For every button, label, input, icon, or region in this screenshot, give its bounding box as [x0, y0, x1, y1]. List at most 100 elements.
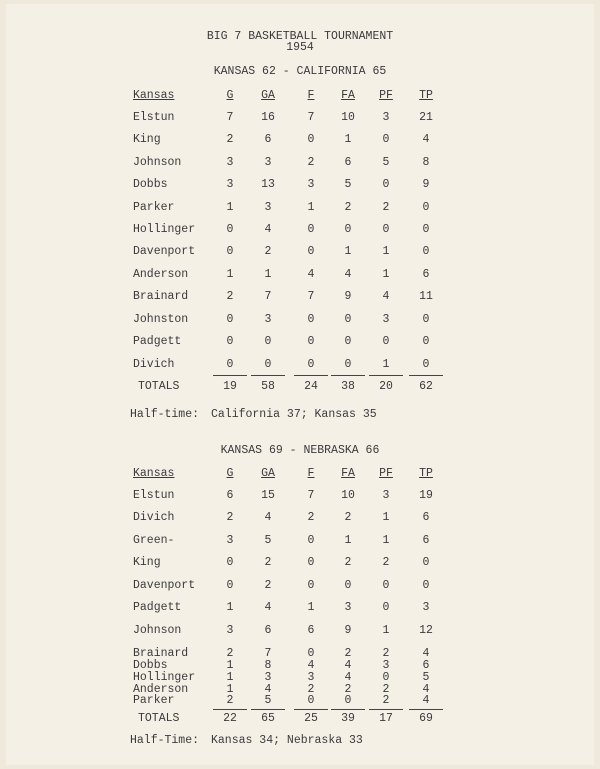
- stat-cell: 0: [344, 313, 352, 326]
- stat-cell: 2: [344, 683, 352, 696]
- sum-rule: [251, 375, 285, 376]
- total-cell: 39: [341, 712, 355, 725]
- stat-cell: 4: [344, 671, 352, 684]
- stat-cell: 3: [307, 671, 315, 684]
- stat-cell: 0: [307, 223, 315, 236]
- stat-cell: 4: [422, 694, 430, 707]
- stat-cell: 1: [226, 268, 234, 281]
- column-header: G: [226, 467, 234, 480]
- stat-cell: 4: [344, 268, 352, 281]
- stat-cell: 6: [307, 624, 315, 637]
- stat-cell: 10: [341, 489, 355, 502]
- sum-rule: [369, 709, 403, 710]
- stat-cell: 3: [264, 671, 272, 684]
- total-cell: 20: [379, 380, 393, 393]
- player-name: Brainard: [133, 290, 189, 303]
- stat-cell: 2: [307, 156, 315, 169]
- stat-cell: 0: [307, 647, 315, 660]
- player-name: Elstun: [133, 111, 175, 124]
- totals-label: TOTALS: [138, 380, 180, 393]
- stat-cell: 6: [422, 659, 430, 672]
- total-cell: 62: [419, 380, 433, 393]
- stat-cell: 5: [344, 178, 352, 191]
- player-name: Brainard: [133, 647, 189, 660]
- stat-cell: 4: [307, 268, 315, 281]
- sum-rule: [331, 375, 365, 376]
- total-cell: 22: [223, 712, 237, 725]
- stat-cell: 0: [344, 223, 352, 236]
- stat-cell: 3: [382, 489, 390, 502]
- stat-cell: 12: [419, 624, 433, 637]
- stat-cell: 1: [382, 245, 390, 258]
- player-name: Parker: [133, 694, 175, 707]
- stat-cell: 2: [382, 556, 390, 569]
- player-name: Parker: [133, 201, 175, 214]
- player-name: Dobbs: [133, 659, 168, 672]
- sum-rule: [294, 375, 328, 376]
- stat-cell: 6: [264, 624, 272, 637]
- column-header: TP: [419, 89, 433, 102]
- stat-cell: 0: [307, 313, 315, 326]
- stat-cell: 2: [226, 647, 234, 660]
- stat-cell: 1: [226, 659, 234, 672]
- document-page: [6, 4, 594, 765]
- stat-cell: 0: [307, 579, 315, 592]
- column-header: GA: [261, 89, 275, 102]
- stat-cell: 1: [344, 245, 352, 258]
- stat-cell: 19: [419, 489, 433, 502]
- stat-cell: 0: [382, 223, 390, 236]
- halftime-label: Half-Time:: [130, 734, 200, 747]
- stat-cell: 3: [344, 601, 352, 614]
- player-name: Anderson: [133, 683, 189, 696]
- stat-cell: 7: [307, 290, 315, 303]
- stat-cell: 6: [422, 534, 430, 547]
- stat-cell: 3: [226, 624, 234, 637]
- stat-cell: 0: [226, 313, 234, 326]
- stat-cell: 0: [307, 694, 315, 707]
- stat-cell: 3: [226, 178, 234, 191]
- stat-cell: 0: [264, 335, 272, 348]
- stat-cell: 10: [341, 111, 355, 124]
- stat-cell: 1: [344, 534, 352, 547]
- stat-cell: 3: [226, 156, 234, 169]
- sum-rule: [369, 375, 403, 376]
- stat-cell: 7: [264, 290, 272, 303]
- player-name: Dobbs: [133, 178, 168, 191]
- stat-cell: 0: [307, 245, 315, 258]
- stat-cell: 0: [422, 358, 430, 371]
- stat-cell: 1: [226, 601, 234, 614]
- column-header: Kansas: [133, 89, 175, 102]
- stat-cell: 2: [307, 683, 315, 696]
- column-header: FA: [341, 467, 355, 480]
- stat-cell: 1: [382, 511, 390, 524]
- stat-cell: 0: [344, 694, 352, 707]
- stat-cell: 0: [382, 671, 390, 684]
- stat-cell: 2: [226, 511, 234, 524]
- stat-cell: 3: [382, 659, 390, 672]
- game-heading: KANSAS 62 - CALIFORNIA 65: [213, 65, 387, 78]
- player-name: Hollinger: [133, 223, 196, 236]
- stat-cell: 6: [422, 268, 430, 281]
- stat-cell: 0: [382, 178, 390, 191]
- total-cell: 38: [341, 380, 355, 393]
- stat-cell: 4: [422, 683, 430, 696]
- stat-cell: 6: [422, 511, 430, 524]
- stat-cell: 0: [422, 579, 430, 592]
- stat-cell: 2: [382, 647, 390, 660]
- stat-cell: 3: [307, 178, 315, 191]
- stat-cell: 2: [382, 683, 390, 696]
- player-name: Divich: [133, 511, 175, 524]
- stat-cell: 6: [264, 133, 272, 146]
- stat-cell: 7: [307, 111, 315, 124]
- stat-cell: 0: [226, 223, 234, 236]
- stat-cell: 9: [344, 290, 352, 303]
- stat-cell: 7: [226, 111, 234, 124]
- stat-cell: 0: [422, 201, 430, 214]
- player-name: Anderson: [133, 268, 189, 281]
- stat-cell: 1: [344, 133, 352, 146]
- player-name: Green-: [133, 534, 175, 547]
- document-year: 1954: [286, 41, 314, 54]
- player-name: Davenport: [133, 579, 196, 592]
- stat-cell: 3: [226, 534, 234, 547]
- stat-cell: 4: [307, 659, 315, 672]
